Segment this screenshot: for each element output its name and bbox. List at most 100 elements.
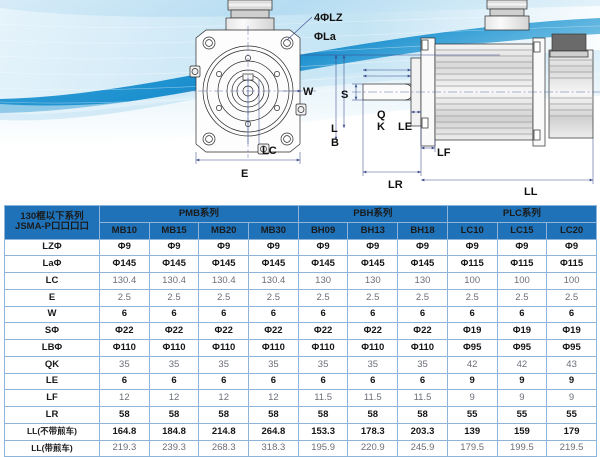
cell-mb10: Φ22	[99, 322, 150, 340]
model-header-lc20: LC20	[546, 221, 597, 240]
label-k: K	[377, 121, 385, 133]
corner-header-line1: 130框以下系列	[20, 211, 84, 223]
cell-bh13: 178.3	[347, 422, 399, 441]
label-l: L	[331, 123, 338, 135]
table-body: LZΦ Φ9 Φ9 Φ9 Φ9 Φ9 Φ9 Φ9 Φ9 Φ9 Φ9 LaΦ Φ145 Φ145 Φ145 Φ1…	[4, 238, 597, 457]
cell-lc15: 6	[496, 305, 548, 324]
cell-mb10: Φ145	[99, 255, 150, 273]
cell-bh13: 2.5	[347, 288, 399, 307]
label-s: S	[341, 89, 348, 101]
row-label: LC	[4, 272, 100, 290]
group-header-pmb: PMB系列	[99, 205, 299, 223]
cell-mb10: 164.8	[99, 422, 150, 441]
cell-lc10: 2.5	[446, 288, 498, 307]
table-row: E 2.5 2.5 2.5 2.5 2.5 2.5 2.5 2.5 2.5 2.5	[4, 288, 597, 307]
cell-mb20: 2.5	[198, 288, 250, 307]
cell-mb20: Φ22	[198, 322, 250, 340]
label-le: LE	[398, 121, 412, 133]
cell-lc15: 42	[496, 355, 548, 374]
cell-mb10: Φ110	[99, 339, 150, 357]
cell-lc10: Φ19	[446, 322, 498, 340]
model-header-mb10: MB10	[99, 221, 150, 240]
cell-lc20: Φ95	[546, 339, 597, 357]
cell-mb20: 35	[198, 355, 250, 374]
label-w: W	[303, 86, 314, 98]
cell-mb10: 58	[99, 406, 150, 424]
cell-lc20: 6	[546, 305, 597, 324]
cell-mb15: Φ9	[148, 238, 200, 257]
cell-mb15: 6	[148, 372, 200, 391]
model-header-mb20: MB20	[198, 221, 250, 240]
cell-bh09: 2.5	[297, 288, 349, 307]
row-label: W	[4, 305, 100, 324]
cell-mb10: 35	[99, 355, 150, 374]
table-corner-header: 130框以下系列 JSMA-P口口口口	[4, 205, 100, 240]
cell-bh09: 6	[297, 305, 349, 324]
cell-bh09: Φ9	[297, 238, 349, 257]
cell-mb10: 130.4	[99, 272, 150, 290]
row-label: LF	[4, 389, 100, 407]
cell-mb15: 239.3	[148, 439, 200, 457]
cell-mb15: 6	[148, 305, 200, 324]
label-lr: LR	[388, 179, 403, 191]
cell-mb10: 2.5	[99, 288, 150, 307]
cell-mb20: 214.8	[198, 422, 250, 441]
table-row: LZΦ Φ9 Φ9 Φ9 Φ9 Φ9 Φ9 Φ9 Φ9 Φ9 Φ9	[4, 238, 597, 257]
cell-bh18: 130	[397, 272, 448, 290]
cell-bh18: 6	[397, 305, 448, 324]
cell-mb15: Φ110	[148, 339, 200, 357]
cell-bh18: 11.5	[397, 389, 448, 407]
cell-lc10: 6	[446, 305, 498, 324]
cell-mb10: 6	[99, 372, 150, 391]
cell-lc15: 9	[496, 372, 548, 391]
cell-mb20: 130.4	[198, 272, 250, 290]
row-label: LL(带煎车)	[4, 439, 100, 457]
cell-lc20: 2.5	[546, 288, 597, 307]
cell-bh09: Φ110	[297, 339, 349, 357]
cell-bh13: 130	[347, 272, 399, 290]
cell-mb20: 12	[198, 389, 250, 407]
cell-lc15: 2.5	[496, 288, 548, 307]
cell-mb15: 58	[148, 406, 200, 424]
cell-lc20: Φ115	[546, 255, 597, 273]
table-row: QK 35 35 35 35 35 35 35 42 42 43	[4, 355, 597, 374]
cell-mb10: 6	[99, 305, 150, 324]
cell-lc10: 42	[446, 355, 498, 374]
row-label: LZΦ	[4, 238, 100, 257]
table-row: LL(带煎车) 219.3 239.3 268.3 318.3 195.9 220.9 245…	[4, 439, 597, 457]
cell-bh13: 6	[347, 305, 399, 324]
row-label: LaΦ	[4, 255, 100, 273]
cell-mb15: 2.5	[148, 288, 200, 307]
cell-bh09: 195.9	[297, 439, 349, 457]
specification-table-container: 130框以下系列 JSMA-P口口口口 PMB系列 PBH系列 PLC系列 MB…	[4, 205, 597, 457]
cell-mb20: 6	[198, 305, 250, 324]
cell-mb30: 6	[248, 372, 299, 391]
cell-lc15: 55	[496, 406, 548, 424]
label-b: B	[331, 137, 339, 149]
table-row: LBΦ Φ110 Φ110 Φ110 Φ110 Φ110 Φ110 Φ110 Φ95 Φ95 Φ95	[4, 339, 597, 357]
cell-bh09: Φ22	[297, 322, 349, 340]
cell-mb30: Φ22	[248, 322, 299, 340]
cell-mb30: Φ9	[248, 238, 299, 257]
cell-mb15: 184.8	[148, 422, 200, 441]
cell-bh18: Φ9	[397, 238, 448, 257]
cell-lc15: Φ9	[496, 238, 548, 257]
model-header-bh18: BH18	[397, 221, 448, 240]
cell-lc10: 179.5	[446, 439, 498, 457]
cell-lc10: 9	[446, 372, 498, 391]
cell-lc20: Φ19	[546, 322, 597, 340]
cell-lc20: 9	[546, 372, 597, 391]
cell-mb15: Φ145	[148, 255, 200, 273]
table-row: LC 130.4 130.4 130.4 130.4 130 130 130 100 100 100	[4, 272, 597, 290]
cell-bh18: 58	[397, 406, 448, 424]
cell-bh18: 203.3	[397, 422, 448, 441]
cell-lc15: 9	[496, 389, 548, 407]
cell-mb30: 130.4	[248, 272, 299, 290]
group-header-plc: PLC系列	[446, 205, 597, 223]
cell-bh13: 35	[347, 355, 399, 374]
cell-lc10: Φ9	[446, 238, 498, 257]
table-row: LE 6 6 6 6 6 6 6 9 9 9	[4, 372, 597, 391]
model-header-bh09: BH09	[297, 221, 349, 240]
cell-bh18: 6	[397, 372, 448, 391]
cell-lc15: Φ115	[496, 255, 548, 273]
